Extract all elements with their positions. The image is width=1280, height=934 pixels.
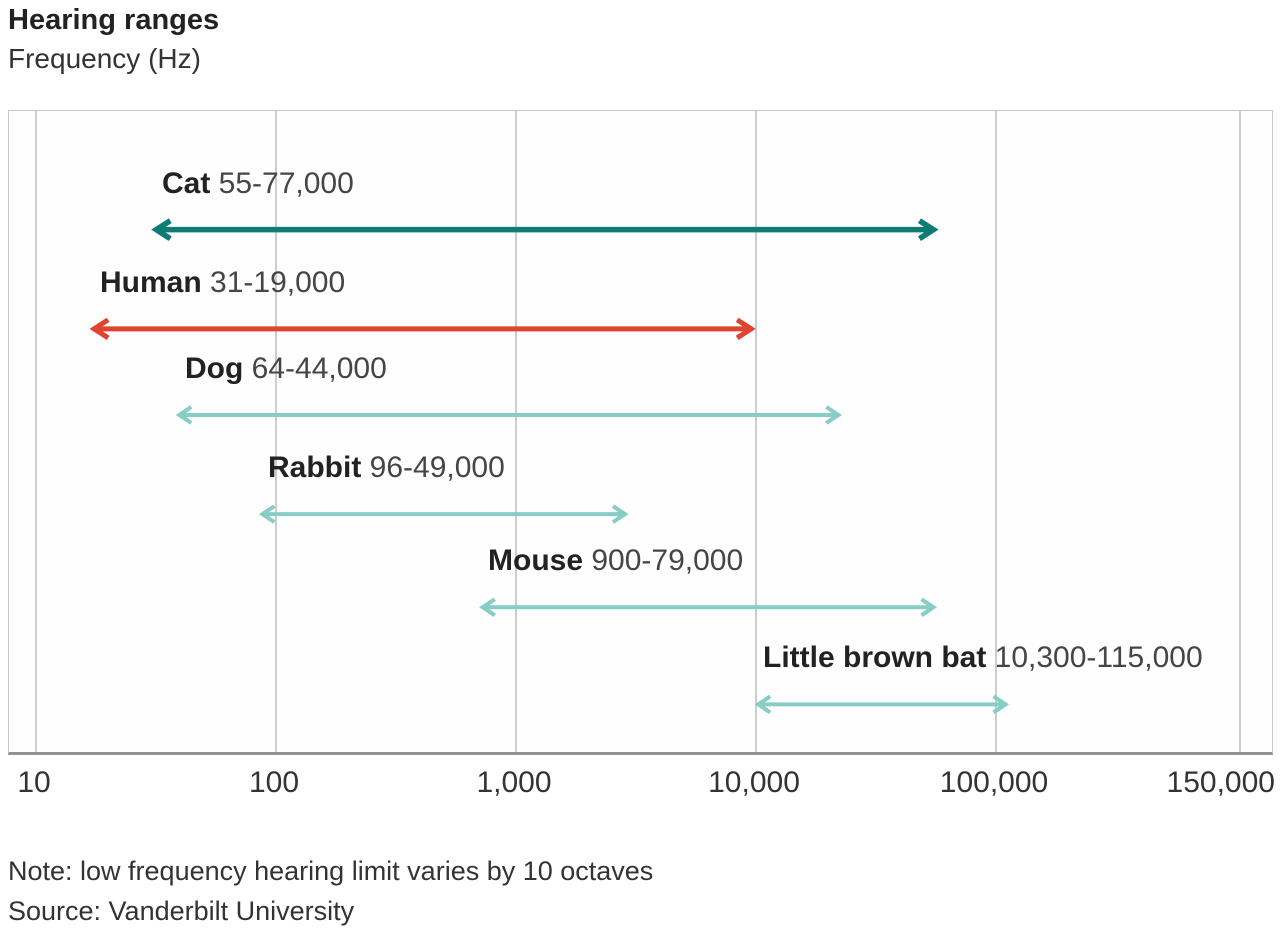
- series-range: 55-77,000: [210, 167, 354, 200]
- series-range: 900-79,000: [583, 544, 744, 577]
- series-name: Cat: [162, 167, 211, 200]
- series-label-human: Human 31-19,000: [100, 266, 345, 300]
- gridline-100-000: [995, 111, 997, 752]
- arrows-layer: [89, 218, 1010, 715]
- plot-area: Cat 55-77,000 Human 31-19,000 Dog 64-44,00…: [8, 110, 1273, 755]
- tick-label-10-000: 10,000: [708, 766, 800, 799]
- series-label-mouse: Mouse 900-79,000: [488, 544, 743, 578]
- gridline-100: [275, 111, 277, 752]
- series-label-little-brown-bat: Little brown bat 10,300-115,000: [763, 641, 1203, 675]
- note-text: Note: low frequency hearing limit varies…: [8, 856, 654, 886]
- gridline-1-000: [515, 111, 517, 752]
- range-arrow-little-brown-bat: [754, 694, 1010, 715]
- range-arrow-cat: [151, 218, 939, 242]
- range-arrow-rabbit: [258, 504, 629, 524]
- gridline-10: [35, 111, 37, 752]
- tick-label-100-000: 100,000: [939, 766, 1049, 799]
- series-name: Mouse: [488, 544, 584, 577]
- range-arrow-human: [89, 317, 756, 340]
- series-label-rabbit: Rabbit 96-49,000: [268, 451, 505, 485]
- x-axis: 10 100 1,000 10,000 100,000 150,000: [0, 766, 1280, 808]
- series-name: Dog: [185, 352, 244, 385]
- series-name: Little brown bat: [763, 641, 987, 674]
- series-range: 31-19,000: [201, 266, 346, 299]
- gridline-150-000: [1239, 111, 1241, 752]
- tick-label-1-000: 1,000: [476, 766, 552, 799]
- tick-label-100: 100: [248, 766, 300, 799]
- series-label-cat: Cat 55-77,000: [162, 167, 354, 201]
- tick-label-150-000: 150,000: [1166, 766, 1275, 799]
- source-text: Source: Vanderbilt University: [8, 896, 355, 926]
- series-range: 96-49,000: [361, 451, 505, 484]
- series-name: Human: [100, 266, 202, 299]
- gridline-10-000: [755, 111, 757, 752]
- chart-title: Hearing ranges: [8, 4, 220, 36]
- series-name: Rabbit: [268, 451, 362, 484]
- series-range: 10,300-115,000: [986, 641, 1203, 674]
- series-range: 64-44,000: [243, 352, 387, 385]
- range-arrow-dog: [175, 405, 842, 425]
- range-arrow-mouse: [479, 597, 938, 617]
- series-label-dog: Dog 64-44,000: [185, 352, 387, 386]
- chart-subtitle: Frequency (Hz): [8, 43, 201, 74]
- tick-label-10: 10: [17, 766, 51, 799]
